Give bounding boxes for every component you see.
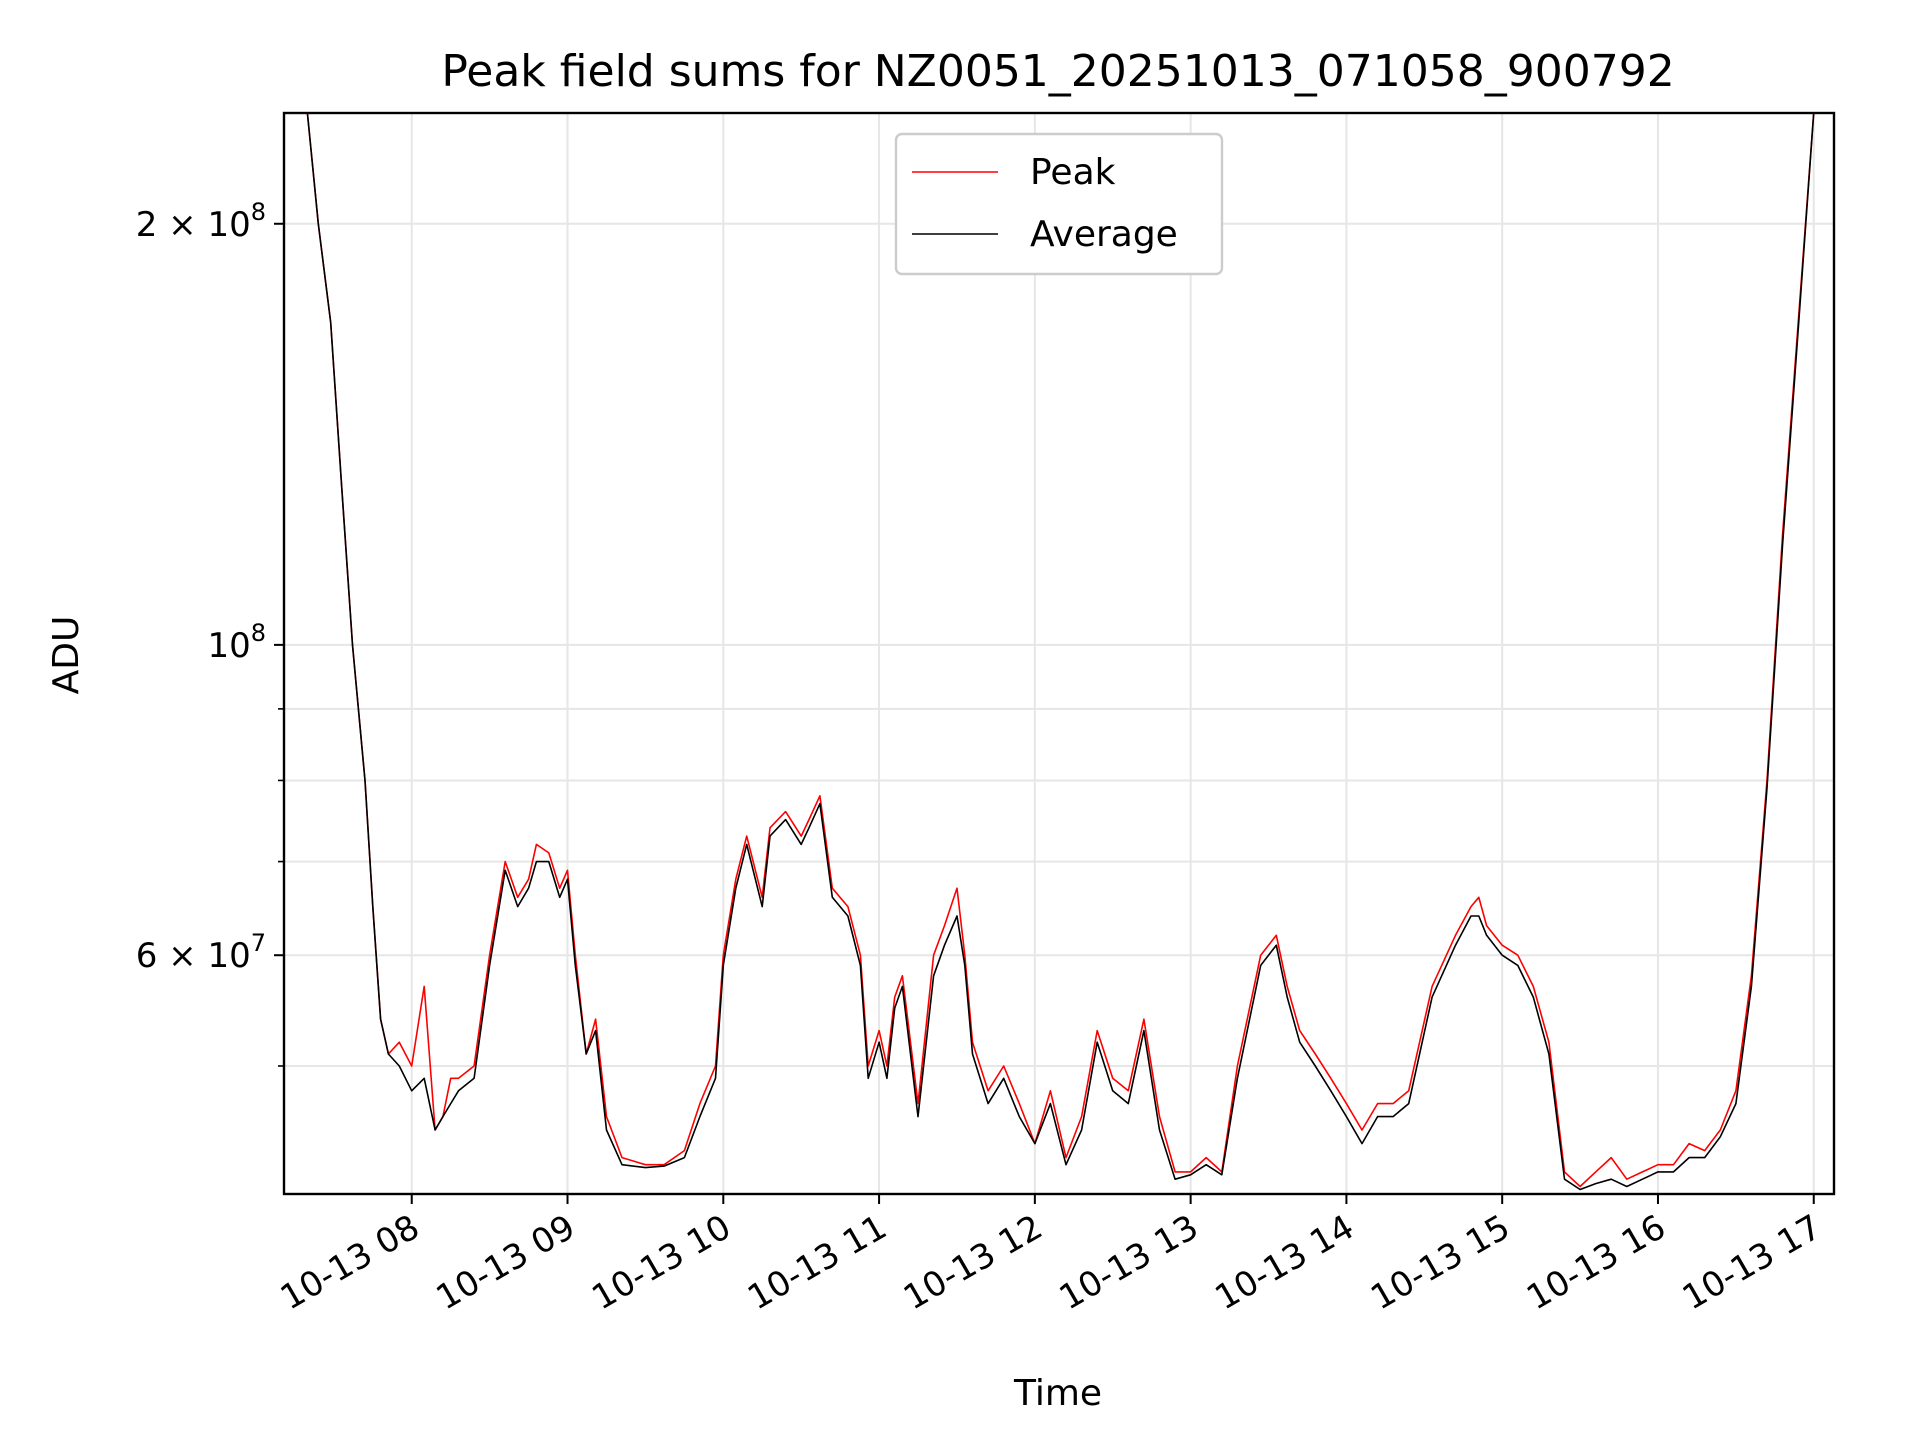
series-line-average: [287, 113, 1815, 1191]
y-axis: 2 × 108 108 6 × 107: [136, 198, 284, 1067]
chart-title: Peak field sums for NZ0051_20251013_0710…: [441, 46, 1674, 97]
x-axis-label: Time: [1013, 1373, 1102, 1414]
y-tick-label: 2 × 108: [136, 198, 266, 245]
legend-label-peak: Peak: [1030, 152, 1116, 193]
series-layer: [287, 113, 1815, 1191]
series-line-peak: [287, 113, 1815, 1188]
y-tick-label: 108: [207, 619, 266, 666]
y-tick-label: 6 × 107: [136, 929, 266, 976]
legend-box: [894, 132, 1224, 276]
plot-area: [282, 111, 1836, 1196]
legend: Peak Average: [894, 132, 1224, 276]
legend-label-average: Average: [1030, 214, 1178, 255]
y-axis-label: ADU: [46, 616, 87, 695]
